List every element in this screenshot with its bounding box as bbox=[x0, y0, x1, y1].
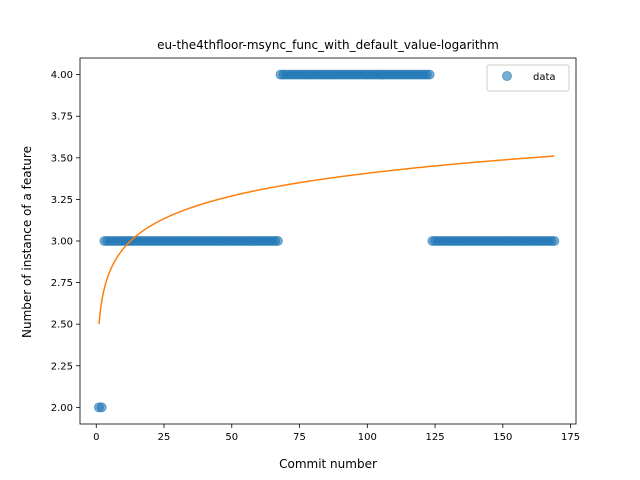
x-tick-label: 25 bbox=[158, 432, 171, 443]
legend-label-data: data bbox=[533, 72, 556, 83]
x-tick-label: 75 bbox=[293, 432, 306, 443]
x-tick-label: 50 bbox=[225, 432, 238, 443]
y-axis-ticks: 2.00 2.25 2.50 2.75 3.00 3.25 3.50 3.75 4.00 bbox=[51, 70, 80, 414]
legend-marker-data bbox=[502, 71, 512, 81]
y-tick-label: 2.75 bbox=[51, 278, 73, 289]
y-tick-label: 3.50 bbox=[51, 153, 73, 164]
data-point bbox=[272, 236, 283, 246]
x-tick-label: 100 bbox=[358, 432, 377, 443]
y-tick-label: 2.50 bbox=[51, 320, 73, 331]
chart-title: eu-the4thfloor-msync_func_with_default_v… bbox=[157, 38, 499, 52]
legend-box bbox=[486, 64, 570, 92]
y-tick-label: 3.25 bbox=[51, 195, 73, 206]
data-layer bbox=[93, 69, 560, 413]
x-axis-ticks: 0 25 50 75 100 125 150 175 bbox=[93, 424, 580, 443]
y-tick-label: 2.25 bbox=[51, 361, 73, 372]
x-axis-label: Commit number bbox=[279, 457, 377, 471]
data-point bbox=[424, 69, 435, 80]
data-point bbox=[96, 402, 107, 413]
x-tick-label: 0 bbox=[93, 432, 99, 443]
y-tick-label: 3.75 bbox=[51, 112, 73, 123]
x-tick-label: 125 bbox=[426, 432, 445, 443]
data-point bbox=[549, 236, 560, 246]
y-tick-label: 3.00 bbox=[51, 237, 73, 248]
y-tick-label: 2.00 bbox=[51, 403, 73, 414]
legend: data bbox=[486, 64, 570, 92]
y-tick-label: 4.00 bbox=[51, 70, 73, 81]
x-tick-label: 175 bbox=[561, 432, 580, 443]
y-axis-label: Number of instance of a feature bbox=[20, 146, 34, 338]
x-tick-label: 150 bbox=[493, 432, 512, 443]
fit-line bbox=[98, 155, 555, 325]
